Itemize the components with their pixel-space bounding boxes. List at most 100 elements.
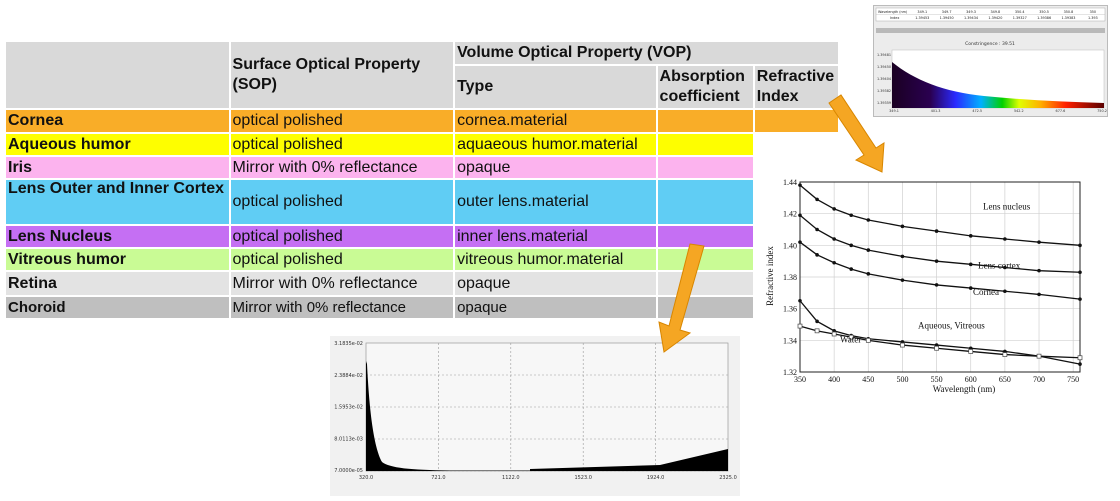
row-name: Lens Outer and Inner Cortex — [4, 178, 231, 226]
refractive-index-chart-svg: 350 400 450 500 550 600 650 700 750 1.32 1.34 1.36 1… — [758, 172, 1088, 400]
histogram-y-tick: 7.0000e-05 — [334, 468, 363, 474]
chart-frame — [799, 181, 1081, 373]
chart-x-tick: 350 — [794, 375, 806, 384]
chart-point — [849, 243, 854, 248]
histogram-x-tick: 721.0 — [431, 475, 445, 481]
chart-y-tick: 1.32 — [783, 368, 797, 377]
row-sop: Mirror with 0% reflectance — [228, 155, 456, 180]
row-type: vitreous humor.material — [453, 247, 658, 272]
row-type: opaque — [453, 270, 658, 297]
table-row: Vitreous humor optical polished vitreous… — [4, 247, 841, 272]
chart-point — [866, 218, 871, 222]
refractive-index-chart: 350 400 450 500 550 600 650 700 750 1.32 1.34 1.36 1… — [758, 172, 1088, 400]
spectrum-table-wavelength: 350.8 — [1064, 10, 1074, 14]
chart-series-labels: Lens nucleus Lens cortex Cornea Aqueous, Vi… — [840, 202, 1031, 345]
table-row: Cornea optical polished cornea.material — [4, 108, 841, 134]
chart-point — [849, 213, 854, 218]
chart-y-tick: 1.42 — [783, 210, 797, 219]
header-refractive: Refractive Index — [752, 64, 841, 110]
row-type: opaque — [453, 295, 658, 320]
chart-point — [798, 183, 802, 187]
chart-point — [934, 229, 939, 233]
chart-point — [798, 213, 802, 218]
histogram-y-tick: 8.0113e-03 — [334, 436, 363, 442]
chart-point — [1037, 292, 1041, 297]
spectrum-table-index: 1.39450 — [940, 16, 954, 20]
chart-point — [1002, 352, 1008, 357]
chart-x-tick: 600 — [965, 375, 977, 384]
chart-xlabel: Wavelength (nm) — [933, 384, 996, 394]
row-refractive — [752, 108, 841, 134]
chart-point — [815, 319, 819, 324]
chart-series-label: Cornea — [973, 287, 999, 297]
chart-point — [832, 260, 836, 265]
row-sop: Mirror with 0% reflectance — [228, 295, 456, 320]
chart-point — [1003, 265, 1007, 270]
chart-series-label: Water — [840, 335, 861, 345]
table-row: Retina Mirror with 0% reflectance opaque — [4, 270, 841, 297]
spectrum-x-tick: 401.3 — [931, 109, 941, 113]
row-name: Choroid — [4, 295, 231, 320]
chart-point — [814, 328, 820, 334]
chart-point — [798, 298, 802, 303]
header-sop: Surface Optical Property (SOP) — [228, 40, 456, 110]
chart-point — [1078, 270, 1082, 275]
table-row: Iris Mirror with 0% reflectance opaque — [4, 155, 841, 180]
chart-series — [797, 183, 1083, 366]
spectrum-y-tick: 1.39359 — [877, 101, 891, 105]
row-sop: optical polished — [228, 247, 456, 272]
spectrum-x-tick: 542.2 — [1014, 109, 1024, 113]
spectrum-scrollbar[interactable] — [876, 28, 1105, 33]
chart-point — [1078, 362, 1082, 366]
table-row: Lens Outer and Inner Cortex optical poli… — [4, 178, 841, 226]
histogram-x-ticks: 320.0 721.0 1122.0 1523.0 1924.0 2325.0 — [359, 475, 737, 481]
chart-point — [848, 334, 854, 340]
chart-point — [934, 283, 939, 287]
chart-point — [1003, 237, 1007, 241]
row-sop: optical polished — [228, 178, 456, 226]
spectrum-fill — [892, 62, 1104, 108]
spectrum-table-index: 1.39420 — [988, 16, 1002, 20]
histogram-y-ticks: 3.1835e-02 2.3884e-02 1.5953e-02 8.0113e-03… — [334, 341, 363, 474]
row-name: Retina — [4, 270, 231, 297]
row-name: Vitreous humor — [4, 247, 231, 272]
spectrum-table-wavelength: 349.3 — [966, 10, 976, 14]
chart-series-label: Lens cortex — [978, 260, 1021, 270]
row-absorption — [655, 247, 755, 272]
chart-point — [934, 345, 939, 351]
chart-ylabel: Refractive index — [765, 246, 775, 306]
chart-point — [900, 342, 905, 348]
chart-series-label: Lens nucleus — [983, 202, 1031, 212]
spectrum-x-tick: 349.1 — [889, 109, 899, 113]
constringence-label: Constringence : 39.51 — [965, 41, 1015, 47]
chart-point — [797, 323, 803, 329]
refractive-spectrum-panel: Wavelength (nm) Index 349.1 1.39453 349.7 1.3… — [873, 5, 1108, 117]
histogram-y-tick: 2.3884e-02 — [334, 373, 363, 379]
spectrum-y-tick: 1.39481 — [877, 53, 891, 57]
spectrum-table-wavelength: 349.1 — [917, 10, 927, 14]
row-absorption — [655, 178, 755, 226]
spectrum-table-wavelength: 350.4 — [1015, 10, 1025, 14]
chart-point — [900, 278, 905, 282]
chart-point — [900, 224, 905, 229]
chart-x-tick: 550 — [931, 375, 943, 384]
chart-point — [968, 286, 973, 290]
chart-x-tick: 400 — [828, 375, 840, 384]
spectrum-table-index: 1.39434 — [964, 16, 978, 20]
spectrum-x-tick: 677.6 — [1056, 109, 1066, 113]
chart-point — [968, 234, 973, 238]
header-blank-cell — [4, 40, 231, 110]
row-absorption — [655, 295, 755, 320]
spectrum-table-label: Wavelength (nm) — [878, 10, 908, 14]
spectrum-table-wavelength: 350.5 — [1039, 10, 1049, 14]
absorption-histogram-panel: 3.1835e-02 2.3884e-02 1.5953e-02 8.0113e-03… — [330, 336, 740, 496]
chart-y-tick: 1.40 — [783, 241, 797, 250]
spectrum-table-index: 1.393 — [1088, 16, 1098, 20]
row-absorption — [655, 224, 755, 249]
spectrum-y-tick: 1.39450 — [877, 65, 891, 69]
row-type: outer lens.material — [453, 178, 658, 226]
table-row: Lens Nucleus optical polished inner lens… — [4, 224, 841, 249]
chart-point — [866, 248, 871, 252]
row-type: opaque — [453, 155, 658, 180]
chart-y-tick: 1.34 — [783, 336, 797, 345]
